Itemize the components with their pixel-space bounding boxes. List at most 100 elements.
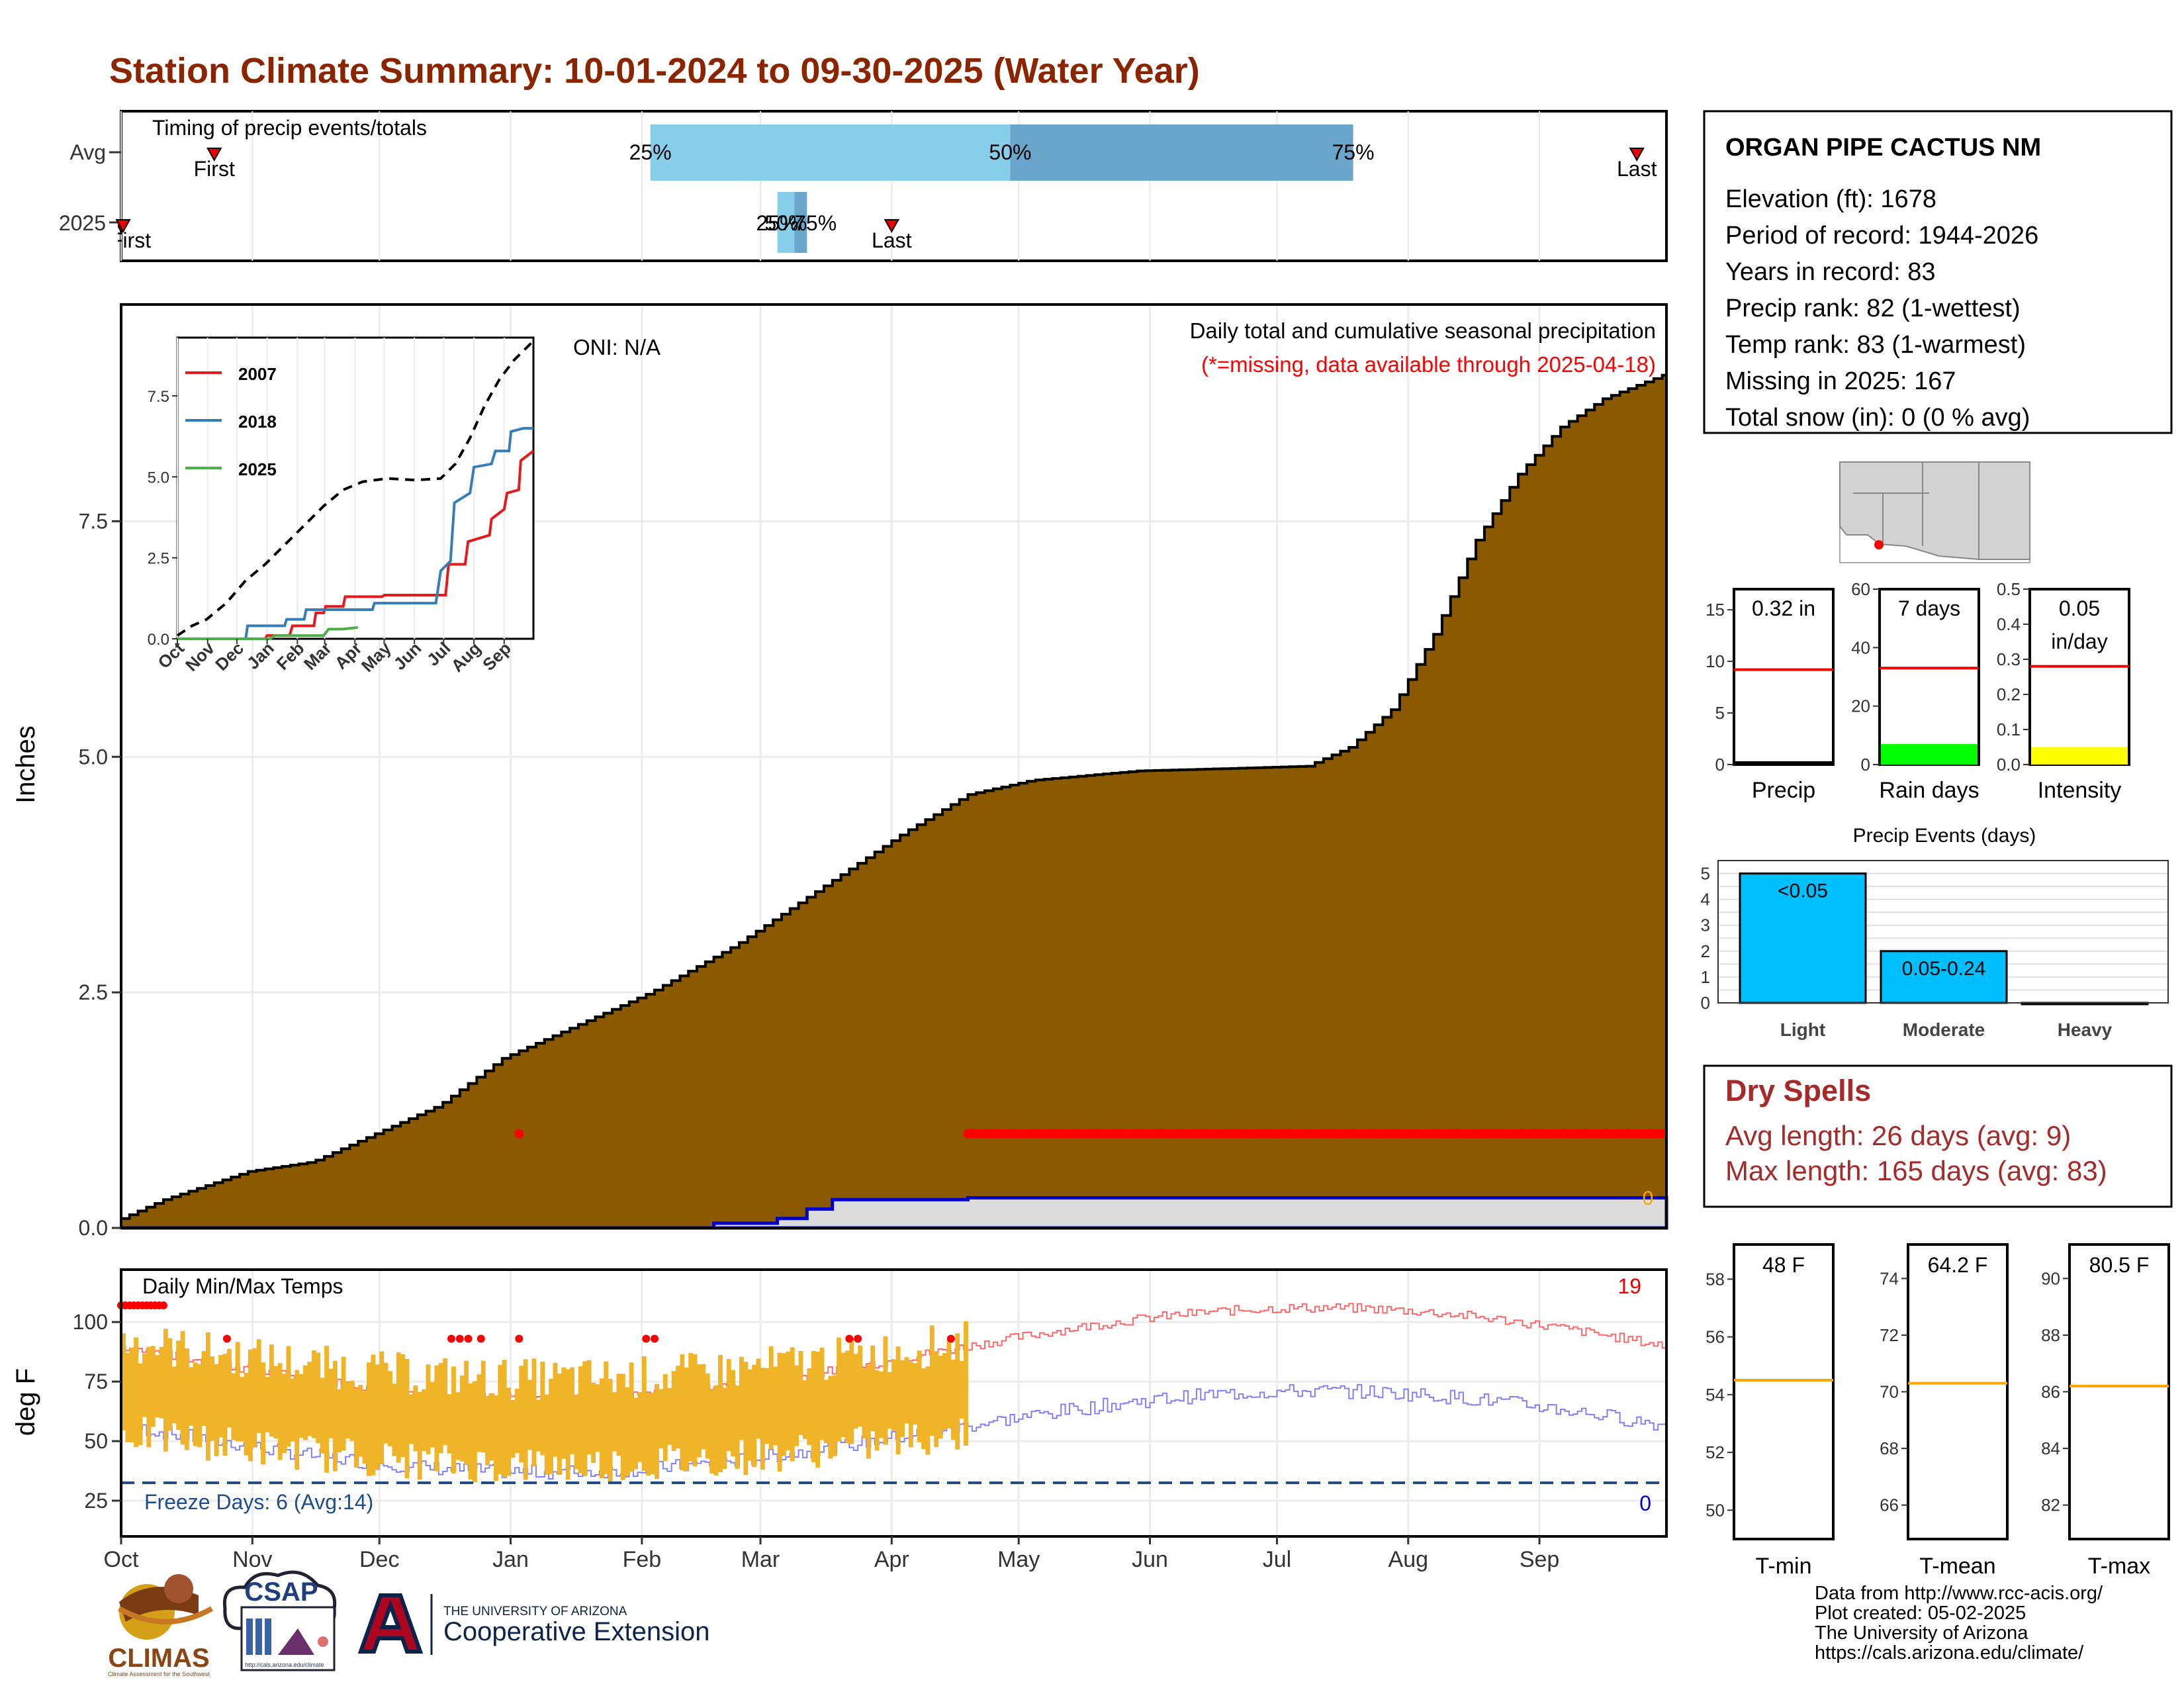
climas-logo-text: CLIMAS: [108, 1644, 209, 1673]
timing-avg-first-marker: [206, 148, 222, 162]
timing-2025-last: Last: [872, 228, 912, 252]
temp-day-bar: [176, 1340, 181, 1430]
month-label: Sep: [1520, 1547, 1560, 1572]
temp-day-bar: [535, 1399, 541, 1452]
temp-day-bar: [286, 1346, 291, 1447]
precip-missing-note: (*=missing, data available through 2025-…: [1201, 352, 1656, 377]
snow-count: 0: [1643, 1188, 1654, 1209]
inset-2018-line: [177, 426, 533, 640]
temp-day-bar: [735, 1385, 740, 1470]
inset-ytick-label: 2.5: [148, 550, 169, 568]
temp-day-bar: [578, 1366, 583, 1474]
temp-day-bar: [659, 1389, 664, 1448]
temp-day-bar: [248, 1349, 253, 1462]
temp-day-bar: [468, 1383, 473, 1479]
temp-record-marker: [464, 1335, 473, 1343]
temp-day-bar: [443, 1358, 448, 1446]
timing-2025-pct50: 50%: [764, 211, 807, 235]
temp-day-bar: [900, 1360, 905, 1437]
station-name: ORGAN PIPE CACTUS NM: [1725, 134, 2041, 162]
events-bar-label: <0.05: [1778, 880, 1828, 902]
temp-day-bar: [341, 1356, 346, 1451]
temp-day-bar: [155, 1355, 160, 1418]
temp-day-bar: [447, 1394, 452, 1454]
temp-day-bar: [692, 1354, 698, 1467]
month-label: Nov: [232, 1547, 272, 1572]
temp-day-bar: [320, 1378, 325, 1454]
temp-day-bar: [277, 1363, 283, 1460]
mini-temp-tick-label: 90: [2041, 1268, 2060, 1288]
temp-day-bar: [345, 1382, 350, 1438]
temp-day-bar: [866, 1364, 871, 1459]
station-snow: Total snow (in): 0 (0 % avg): [1725, 404, 2030, 432]
mini-precip-tick-label: 40: [1851, 637, 1870, 657]
temp-day-bar: [180, 1331, 185, 1445]
temp-day-bar: [591, 1382, 596, 1464]
timing-avg-first: First: [194, 157, 235, 181]
temp-day-bar: [616, 1374, 621, 1456]
temp-ytick-label: 25: [84, 1489, 108, 1513]
temp-day-bar: [633, 1397, 638, 1470]
timing-2025-pct75: 75%: [794, 211, 837, 235]
mini-temp-tick-label: 70: [1880, 1382, 1899, 1402]
station-elevation: Elevation (ft): 1678: [1725, 185, 1936, 213]
temp-day-bar: [964, 1321, 968, 1446]
temp-day-bar: [489, 1393, 494, 1461]
temp-day-bar: [201, 1351, 206, 1427]
temp-day-bar: [887, 1372, 892, 1429]
footer-line4: https://cals.arizona.edu/climate/: [1815, 1642, 2084, 1664]
temp-day-bar: [701, 1364, 706, 1450]
month-label: Oct: [104, 1547, 139, 1572]
freeze-days: Freeze Days: 6 (Avg:14): [144, 1490, 373, 1514]
temp-day-bar: [502, 1360, 507, 1478]
temp-ytick-label: 50: [84, 1429, 108, 1453]
temp-day-bar: [641, 1356, 647, 1472]
temp-day-bar: [582, 1361, 588, 1476]
mini-precip-tick-label: 0.2: [1997, 684, 2021, 704]
temp-day-bar: [917, 1350, 922, 1442]
temp-day-bar: [362, 1391, 367, 1464]
climas-logo-sub: Climate Assessment for the Southwest: [108, 1671, 210, 1677]
temp-day-bar: [904, 1357, 909, 1424]
temp-day-bar: [514, 1388, 520, 1454]
temp-day-bar: [146, 1346, 152, 1448]
2025-cumulative-area: [121, 1196, 1668, 1230]
timing-avg-last-marker: [1629, 148, 1645, 162]
temp-day-bar: [773, 1366, 778, 1446]
temp-day-bar: [455, 1392, 461, 1460]
temp-day-bar: [184, 1348, 189, 1450]
temp-bars: [121, 1321, 968, 1483]
temp-day-bar: [167, 1338, 173, 1431]
temp-day-bar: [477, 1374, 482, 1452]
temp-day-bar: [743, 1362, 749, 1476]
temp-day-bar: [959, 1360, 964, 1419]
ua-extension: Cooperative Extension: [443, 1617, 709, 1646]
mini-precip-tick-label: 5: [1715, 703, 1725, 723]
temp-day-bar: [891, 1359, 897, 1431]
timing-2025-bar-dark: [794, 192, 807, 253]
inset-chart: 2007 2018 2025 0.02.55.07.5 OctNovDecJan…: [148, 336, 535, 676]
temp-day-bar: [298, 1374, 304, 1438]
temp-day-bar: [375, 1364, 380, 1470]
timing-label: Timing of precip events/totals: [152, 116, 427, 140]
timing-avg-bar-dark: [1010, 124, 1353, 181]
temp-day-bar: [862, 1368, 867, 1439]
temp-day-bar: [163, 1329, 168, 1452]
dry-spells-avg: Avg length: 26 days (avg: 9): [1725, 1120, 2071, 1151]
mini-temp-value: 48 F: [1762, 1253, 1805, 1277]
temp-label: Daily Min/Max Temps: [142, 1274, 343, 1298]
temp-day-bar: [510, 1399, 516, 1458]
temp-day-bar: [858, 1345, 863, 1427]
temp-day-bar: [553, 1362, 558, 1457]
temp-day-bar: [764, 1368, 770, 1444]
temp-panel: Daily Min/Max Temps 19 Freeze Days: 6 (A…: [11, 1268, 1668, 1572]
temp-record-marker: [455, 1335, 464, 1343]
mini-precip-tick-label: 60: [1851, 579, 1870, 599]
ua-name: THE UNIVERSITY OF ARIZONA: [443, 1605, 627, 1618]
temp-day-bar: [396, 1352, 401, 1463]
temp-day-bar: [189, 1367, 194, 1426]
missing-markers: [514, 1129, 1667, 1139]
mini-temp-tick-label: 68: [1880, 1438, 1899, 1458]
month-label: Jun: [1132, 1547, 1168, 1572]
events-ytick-label: 4: [1701, 890, 1710, 910]
